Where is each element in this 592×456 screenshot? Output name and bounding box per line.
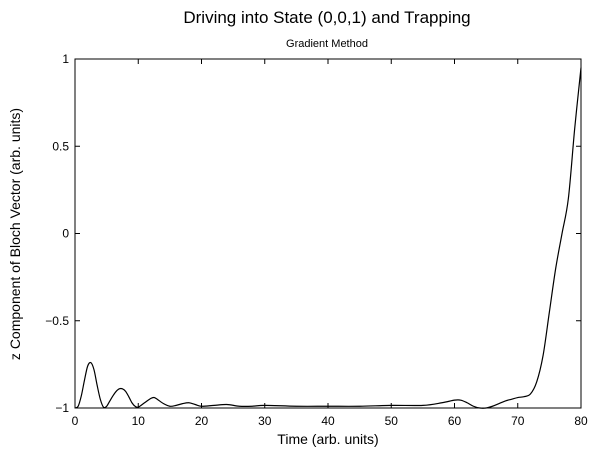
chart-title: Driving into State (0,0,1) and Trapping: [183, 8, 470, 27]
y-tick-label: 0: [62, 227, 69, 241]
y-axis-label: z Component of Bloch Vector (arb. units): [7, 108, 23, 360]
y-tick-label: 0.5: [52, 139, 69, 153]
x-tick-label: 70: [511, 414, 525, 428]
x-tick-label: 20: [195, 414, 209, 428]
series-line: [74, 67, 582, 409]
x-tick-label: 30: [258, 414, 272, 428]
chart-subtitle: Gradient Method: [286, 38, 368, 50]
y-tick-label: −0.5: [45, 314, 69, 328]
x-tick-label: 40: [321, 414, 335, 428]
y-tick-label: 1: [62, 52, 69, 66]
plot-frame: [74, 58, 582, 409]
x-axis-label: Time (arb. units): [277, 431, 378, 447]
y-tick-label: −1: [55, 401, 69, 415]
x-tick-label: 0: [72, 414, 79, 428]
x-tick-label: 10: [132, 414, 146, 428]
x-tick-label: 80: [574, 414, 588, 428]
x-tick-label: 50: [385, 414, 399, 428]
y-axis: −1 −0.5 0 0.5 1: [45, 52, 581, 415]
x-axis: 0 10 20 30 40 50 60 70 80: [72, 59, 588, 428]
x-tick-label: 60: [448, 414, 462, 428]
